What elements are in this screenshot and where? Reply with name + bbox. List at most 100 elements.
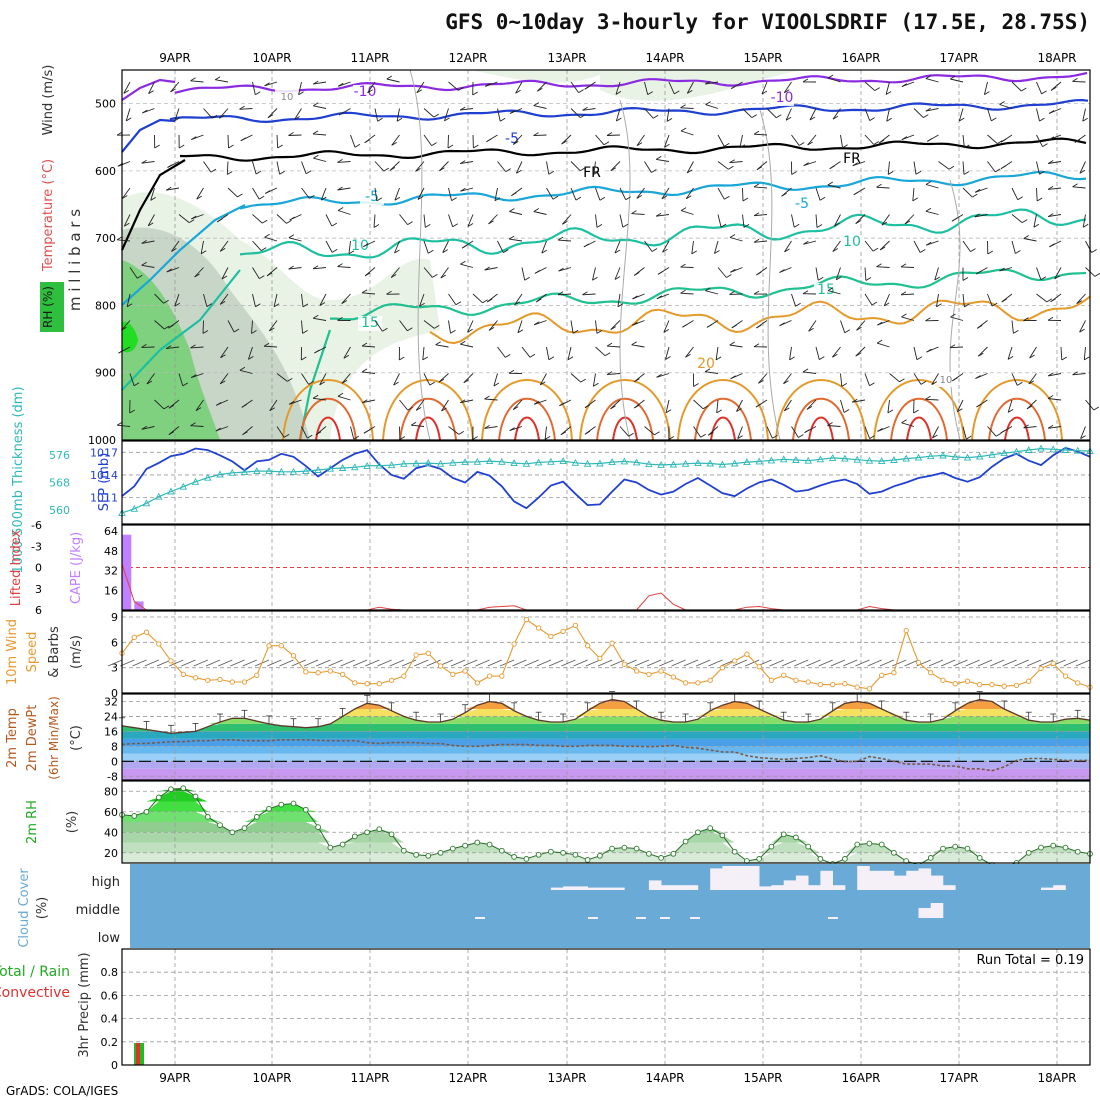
upper-wind-barb-flag xyxy=(685,353,691,358)
upper-wind-barb-flag xyxy=(263,342,270,347)
wind10m-barb xyxy=(634,659,650,667)
upper-wind-barb xyxy=(1007,346,1013,360)
cloud-cell xyxy=(857,866,870,890)
upper-wind-barb xyxy=(148,81,155,94)
upper-wind-barb-flag xyxy=(957,408,963,413)
upper-wind-barb-flag xyxy=(714,250,720,254)
upper-wind-barb-flag xyxy=(294,116,300,120)
upper-wind-barb-flag xyxy=(269,327,275,332)
upper-wind-barb-flag xyxy=(363,429,370,434)
upper-wind-barb xyxy=(190,346,204,349)
upper-wind-barb-flag xyxy=(666,118,673,122)
upper-wind-barb-flag xyxy=(798,434,804,438)
contour-label-8: 10 xyxy=(843,234,861,250)
upper-wind-barb xyxy=(125,108,131,122)
upper-wind-barb xyxy=(815,214,818,228)
upper-wind-barb-flag xyxy=(920,381,927,385)
temp2m-tick-1: 0 xyxy=(111,755,118,768)
upper-wind-barb xyxy=(252,214,263,224)
upper-wind-barb xyxy=(170,81,180,93)
upper-wind-barb xyxy=(806,399,817,410)
upper-wind-barb-flag xyxy=(239,366,246,371)
upper-wind-barb xyxy=(448,293,457,305)
upper-wind-barb-flag xyxy=(219,301,226,305)
upper-wind-barb xyxy=(263,345,278,348)
upper-wind-barb-flag xyxy=(133,382,140,387)
upper-wind-barb xyxy=(435,344,449,348)
wind10m-point xyxy=(817,681,824,688)
cloud-cell xyxy=(930,903,944,918)
upper-wind-barb xyxy=(631,344,645,348)
rh2m-point xyxy=(768,843,775,850)
wind10m-point xyxy=(756,664,762,670)
upper-wind-barb-flag xyxy=(116,236,123,241)
upper-wind-barb-flag xyxy=(148,90,154,94)
thickness-point xyxy=(632,458,641,466)
upper-wind-barb-flag xyxy=(190,344,196,349)
upper-wind-barb xyxy=(393,373,400,386)
upper-wind-barb-flag xyxy=(394,249,400,254)
rh-shade-dark xyxy=(122,260,220,440)
upper-wind-barb-flag xyxy=(308,381,314,385)
cloud-cells xyxy=(475,866,1066,919)
wind10m-barb xyxy=(107,659,123,667)
hot-bubble-1 xyxy=(399,397,457,441)
upper-wind-barb-flag xyxy=(704,80,711,85)
wind10m-point xyxy=(879,672,885,678)
upper-wind-barb xyxy=(219,293,229,305)
isotherm-freezing-start xyxy=(120,159,186,251)
upper-wind-barb-flag xyxy=(389,167,396,171)
upper-wind-barb-flag xyxy=(881,221,888,226)
upper-wind-barb xyxy=(194,267,204,278)
upper-wind-barb-flag xyxy=(716,409,722,414)
rh2m-point xyxy=(290,800,297,807)
thickness-point xyxy=(988,450,996,458)
upper-wind-barb xyxy=(832,240,841,252)
rh2m-point xyxy=(597,852,603,859)
upper-wind-barb xyxy=(665,399,670,413)
cloud-ylabel-1: Cloud Cover xyxy=(17,868,32,948)
upper-wind-barb xyxy=(736,399,743,412)
upper-wind-barb-flag xyxy=(331,222,338,227)
cape-tick-1: 32 xyxy=(104,565,118,578)
upper-wind-barb xyxy=(901,422,915,427)
rh-band xyxy=(122,788,1090,792)
upper-wind-barb-flag xyxy=(806,406,813,410)
upper-wind-barb xyxy=(493,373,498,387)
upper-wind-barb-flag xyxy=(524,276,530,281)
thickness-point xyxy=(363,461,371,469)
wind10m-point xyxy=(830,681,836,688)
upper-wind-barb-flag xyxy=(396,117,403,122)
upper-wind-barb xyxy=(680,130,694,136)
upper-wind-barb-flag xyxy=(560,431,567,436)
upper-wind-barb-flag xyxy=(951,217,958,222)
upper-wind-barb xyxy=(419,293,425,307)
upper-wind-barb-flag xyxy=(499,117,506,122)
wind10m-barb xyxy=(524,659,539,667)
wind10m-barb xyxy=(671,659,686,667)
thickness-point xyxy=(890,456,898,463)
upper-wind-barb xyxy=(174,108,180,121)
thickness-point xyxy=(1012,447,1021,455)
isotherm-5-start xyxy=(121,204,246,306)
wind10m-barb xyxy=(205,659,221,667)
upper-wind-barb-flag xyxy=(753,290,760,295)
upper-wind-barb-flag xyxy=(391,142,397,146)
upper-wind-barb xyxy=(663,320,670,333)
upper-wind-barb xyxy=(337,266,351,268)
upper-wind-barb xyxy=(754,214,768,217)
upper-wind-barb xyxy=(399,214,408,225)
top-date-label-7: 16APR xyxy=(841,51,880,65)
upper-wind-barb xyxy=(415,161,425,172)
upper-wind-barb-flag xyxy=(819,196,826,201)
rh2m-point xyxy=(658,855,664,861)
upper-wind-barb-flag xyxy=(876,339,883,344)
wind10m-point xyxy=(781,672,787,678)
upper-wind-barb-flag xyxy=(1015,250,1021,254)
wind10m-point xyxy=(266,643,272,649)
upper-wind-barb xyxy=(666,108,670,122)
wind10m-point xyxy=(278,643,284,649)
upper-wind-barb-flag xyxy=(913,409,919,414)
upper-wind-barb-flag xyxy=(622,223,629,228)
upper-wind-barb-flag xyxy=(772,434,778,439)
